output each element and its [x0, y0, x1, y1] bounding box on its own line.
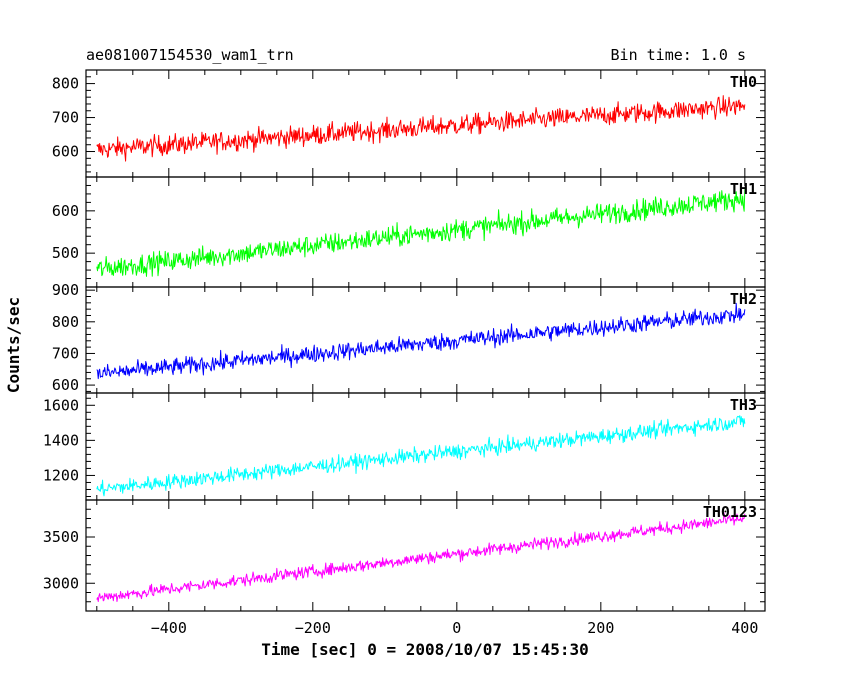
x-axis-title: Time [sec] 0 = 2008/10/07 15:45:30: [261, 640, 589, 659]
panel-label-th2: TH2: [730, 290, 757, 308]
y-tick-label: 800: [52, 313, 79, 331]
panel-th0: 600 700 800 TH0: [52, 69, 766, 178]
x-tick-label: 400: [731, 619, 758, 637]
y-tick-label: 1400: [43, 431, 79, 449]
y-tick-label: 700: [52, 109, 79, 127]
chart-title: ae081007154530_wam1_trn: [86, 46, 294, 64]
panel-th0123: 3000 3500 TH0123: [43, 499, 766, 612]
panels-group: 600 700 800 TH0 500 600 TH1 600 700 800 900 TH2 1200…: [43, 69, 766, 612]
bin-time-label: Bin time: 1.0 s: [611, 46, 746, 64]
series-line-th3: [96, 415, 746, 497]
y-tick-label: 800: [52, 75, 79, 93]
y-tick-label: 600: [52, 143, 79, 161]
x-axis: −400 −200 0 200 400: [151, 619, 759, 637]
x-tick-label: −400: [151, 619, 187, 637]
panel-frame: [85, 286, 766, 394]
y-tick-label: 500: [52, 244, 79, 262]
y-axis-title: Counts/sec: [4, 297, 23, 393]
series-line-th2: [96, 302, 746, 380]
x-tick-label: −200: [295, 619, 331, 637]
y-tick-label: 600: [52, 202, 79, 220]
y-tick-label: 1600: [43, 396, 79, 414]
x-tick-label: 200: [587, 619, 614, 637]
panel-label-th3: TH3: [730, 396, 757, 414]
series-line-th0: [96, 95, 746, 162]
y-tick-label: 3000: [43, 574, 79, 592]
panel-label-th0123: TH0123: [703, 503, 757, 521]
panel-label-th0: TH0: [730, 73, 757, 91]
series-line-th1: [96, 189, 746, 277]
series-line-th0123: [96, 512, 746, 603]
panel-th3: 1200 1400 1600 TH3: [43, 392, 766, 501]
panel-label-th1: TH1: [730, 180, 757, 198]
panel-th1: 500 600 TH1: [52, 176, 766, 288]
panel-frame: [85, 176, 766, 288]
panel-th2: 600 700 800 900 TH2: [52, 281, 766, 394]
y-tick-label: 1200: [43, 466, 79, 484]
y-tick-label: 3500: [43, 528, 79, 546]
y-tick-label: 700: [52, 344, 79, 362]
y-tick-label: 900: [52, 281, 79, 299]
x-tick-label: 0: [452, 619, 461, 637]
panel-frame: [85, 69, 766, 178]
y-tick-label: 600: [52, 376, 79, 394]
